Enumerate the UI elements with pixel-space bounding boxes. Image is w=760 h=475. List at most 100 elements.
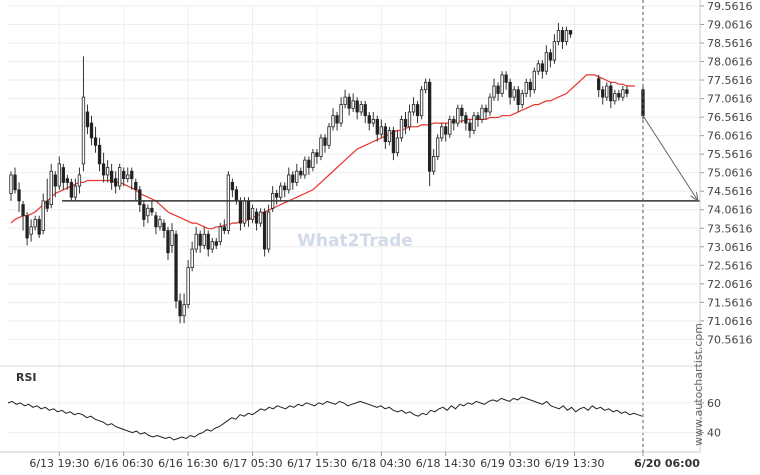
candle [528,81,532,91]
candle [371,118,375,124]
candle [395,137,400,154]
y-tick-label: 79.0616 [707,18,753,31]
y-tick-label: 76.5616 [707,111,753,124]
candle [25,215,29,239]
moving-average-series [10,74,635,230]
candle [17,189,21,202]
candle [238,200,243,224]
candle [415,104,420,117]
candle [150,207,154,213]
candle [448,118,452,135]
candle [319,137,323,157]
candle [548,52,553,61]
candle [299,170,303,176]
candle [403,118,408,128]
candle [440,126,444,139]
candle [516,89,520,105]
candle [190,248,194,268]
candle [355,100,359,113]
candle [464,115,468,124]
candle [61,167,65,183]
rsi-label: RSI [16,371,37,384]
candle [391,130,396,154]
candle [13,174,17,191]
candle [85,111,90,128]
y-tick-label: 75.0616 [707,167,753,180]
x-tick-label: 6/19 13:30 [545,457,605,470]
candle [65,178,70,183]
candle [49,170,53,206]
candle [532,70,536,91]
candle [484,107,488,113]
candle [339,104,343,124]
ma-line [10,74,635,230]
candle [146,207,150,217]
candle [613,93,617,102]
y-tick-label: 72.0616 [707,278,753,291]
candle [246,200,251,220]
candle [323,137,327,146]
candle [29,226,33,235]
arrow-head [690,191,699,202]
candle [210,241,214,250]
candle [597,78,601,91]
candle [174,233,178,302]
candle [291,174,295,183]
candle [311,152,315,168]
candle [335,115,339,124]
source-label: www.autochartist.com [692,323,705,446]
candle [544,52,549,72]
candle [53,174,57,187]
candle [331,115,335,128]
grid-lines [8,5,700,452]
candle [214,241,218,246]
candle [69,181,74,198]
candle [93,137,98,146]
candle [359,104,363,113]
candle [114,178,118,187]
candle [536,63,540,72]
candle [460,107,464,117]
candle [230,181,235,191]
candle [295,170,299,183]
candle [138,189,142,206]
candle [57,163,61,187]
candle [480,107,484,120]
candle [375,118,379,135]
candle [206,233,210,250]
candle [411,104,416,113]
candle [275,193,279,198]
candle [609,85,613,102]
candle [504,74,508,83]
candle [258,211,263,224]
x-tick-label: 6/17 05:30 [223,457,283,470]
candle [122,170,126,180]
candle [472,115,476,131]
watermark-text: What2Trade [297,231,413,251]
rsi-tick-label: 60 [707,397,721,410]
candle [540,63,545,72]
candle [560,30,565,42]
candle [101,163,106,176]
time-axis: 6/13 19:30 6/16 06:30 6/16 16:30 6/17 05:30… [0,451,700,470]
candle [427,81,432,172]
candle [492,85,496,98]
candle [488,96,492,113]
candle [407,111,412,128]
candle [387,130,392,143]
candle [617,93,621,98]
rsi-panel: RSI 60 40 [0,365,721,441]
candle [234,189,239,202]
candle [287,174,291,191]
candle [399,118,404,139]
y-tick-label: 75.5616 [707,148,753,161]
watermark: What2Trade [297,231,413,251]
candle [242,200,247,224]
candle [186,267,190,306]
y-tick-label: 74.0616 [707,204,753,217]
candle [182,304,186,317]
candle [9,174,13,194]
y-tick-label: 71.5616 [707,296,753,309]
x-tick-label: 6/17 15:30 [287,457,347,470]
